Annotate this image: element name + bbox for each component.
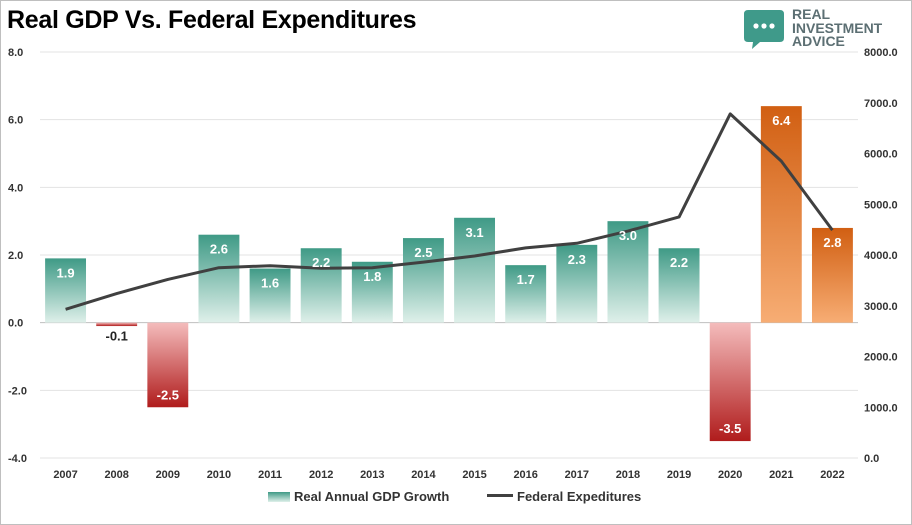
x-tick-label: 2016 [513, 469, 537, 481]
bar-value-label: 1.6 [261, 276, 279, 291]
bar-value-label: 2.5 [414, 245, 432, 260]
y-left-tick-label: -4.0 [8, 453, 27, 465]
bar [760, 106, 802, 323]
legend-bar-label: Real Annual GDP Growth [294, 489, 450, 504]
bar-value-label: 1.9 [57, 265, 75, 280]
bar-value-label: 3.1 [466, 225, 484, 240]
y-left-tick-label: 2.0 [8, 250, 23, 262]
bar-value-label: 2.6 [210, 242, 228, 257]
bar [402, 238, 444, 323]
brand-line-1: REAL [792, 6, 831, 22]
x-tick-label: 2018 [616, 469, 640, 481]
x-tick-label: 2011 [258, 469, 282, 481]
x-tick-label: 2008 [104, 469, 128, 481]
bar [300, 248, 342, 323]
y-right-tick-label: 8000.0 [864, 47, 898, 59]
y-left-tick-label: 4.0 [8, 182, 23, 194]
chart-title: Real GDP Vs. Federal Expenditures [7, 6, 417, 34]
bar [249, 268, 291, 323]
brand-line-2: INVESTMENT [792, 19, 883, 36]
y-right-tick-label: 3000.0 [864, 301, 898, 313]
bar-value-label: 2.2 [312, 255, 330, 270]
y-right-tick-label: 7000.0 [864, 98, 898, 110]
bar [505, 265, 547, 323]
y-right-tick-label: 2000.0 [864, 352, 898, 364]
bar [658, 248, 700, 323]
brand-logo: REAL INVESTMENT ADVICE [742, 6, 907, 50]
bar [454, 217, 496, 323]
legend-line-entry: Federal Expeditures [487, 489, 641, 504]
bar-value-label: -2.5 [157, 387, 179, 402]
x-tick-label: 2015 [462, 469, 486, 481]
bar-series [45, 106, 853, 442]
legend-bar-entry: Real Annual GDP Growth [268, 489, 449, 504]
bar-value-label: 1.8 [363, 269, 381, 284]
y-right-tick-label: 4000.0 [864, 250, 898, 262]
x-tick-label: 2013 [360, 469, 384, 481]
x-tick-label: 2017 [565, 469, 589, 481]
brand-line-3: ADVICE [792, 33, 845, 49]
bar [811, 227, 853, 323]
legend-line-swatch [487, 494, 513, 497]
x-tick-label: 2022 [820, 469, 844, 481]
bar-value-label: -3.5 [719, 421, 741, 436]
y-left-tick-label: 6.0 [8, 115, 23, 127]
y-left-tick-label: 8.0 [8, 47, 23, 59]
y-right-tick-label: 5000.0 [864, 199, 898, 211]
x-tick-label: 2010 [207, 469, 231, 481]
speech-bubble-dots-icon [744, 10, 784, 49]
federal-expenditures-line [65, 112, 834, 311]
x-tick-label: 2012 [309, 469, 333, 481]
data-labels: 1.9 -0.1 -2.5 2.6 1.6 2.2 1.8 2.5 3.1 1.7 2.3 3.0 2.… [57, 113, 842, 436]
x-tick-label: 2020 [718, 469, 742, 481]
bar-value-label: 3.0 [619, 228, 637, 243]
bar [607, 221, 649, 323]
axis-labels: -4.0 -2.0 0.0 2.0 4.0 6.0 8.0 0.0 1000.0 2000.0 30… [8, 47, 898, 481]
bar-value-label: 1.7 [517, 272, 535, 287]
y-left-tick-label: 0.0 [8, 318, 23, 330]
brand-wordmark: REAL INVESTMENT ADVICE [792, 6, 883, 49]
x-tick-label: 2021 [769, 469, 793, 481]
y-right-tick-label: 1000.0 [864, 402, 898, 414]
bar-value-label: 2.3 [568, 252, 586, 267]
x-tick-label: 2014 [411, 469, 436, 481]
y-right-tick-label: 6000.0 [864, 149, 898, 161]
bar [351, 261, 393, 323]
bar [198, 234, 240, 323]
bar-value-label: 2.8 [823, 235, 841, 250]
y-right-tick-label: 0.0 [864, 453, 879, 465]
bar-value-label: -0.1 [105, 329, 127, 344]
x-tick-label: 2007 [53, 469, 77, 481]
bar-value-label: 2.2 [670, 255, 688, 270]
bar [709, 322, 751, 442]
x-tick-label: 2019 [667, 469, 691, 481]
line-series [65, 112, 834, 311]
bar [96, 322, 138, 327]
x-tick-label: 2009 [156, 469, 180, 481]
bar [45, 258, 87, 323]
legend-line-label: Federal Expeditures [517, 489, 642, 504]
legend-bar-swatch [268, 492, 290, 502]
bar-value-label: 6.4 [772, 113, 791, 128]
y-left-tick-label: -2.0 [8, 385, 27, 397]
bar [556, 244, 598, 323]
bar [147, 322, 189, 408]
